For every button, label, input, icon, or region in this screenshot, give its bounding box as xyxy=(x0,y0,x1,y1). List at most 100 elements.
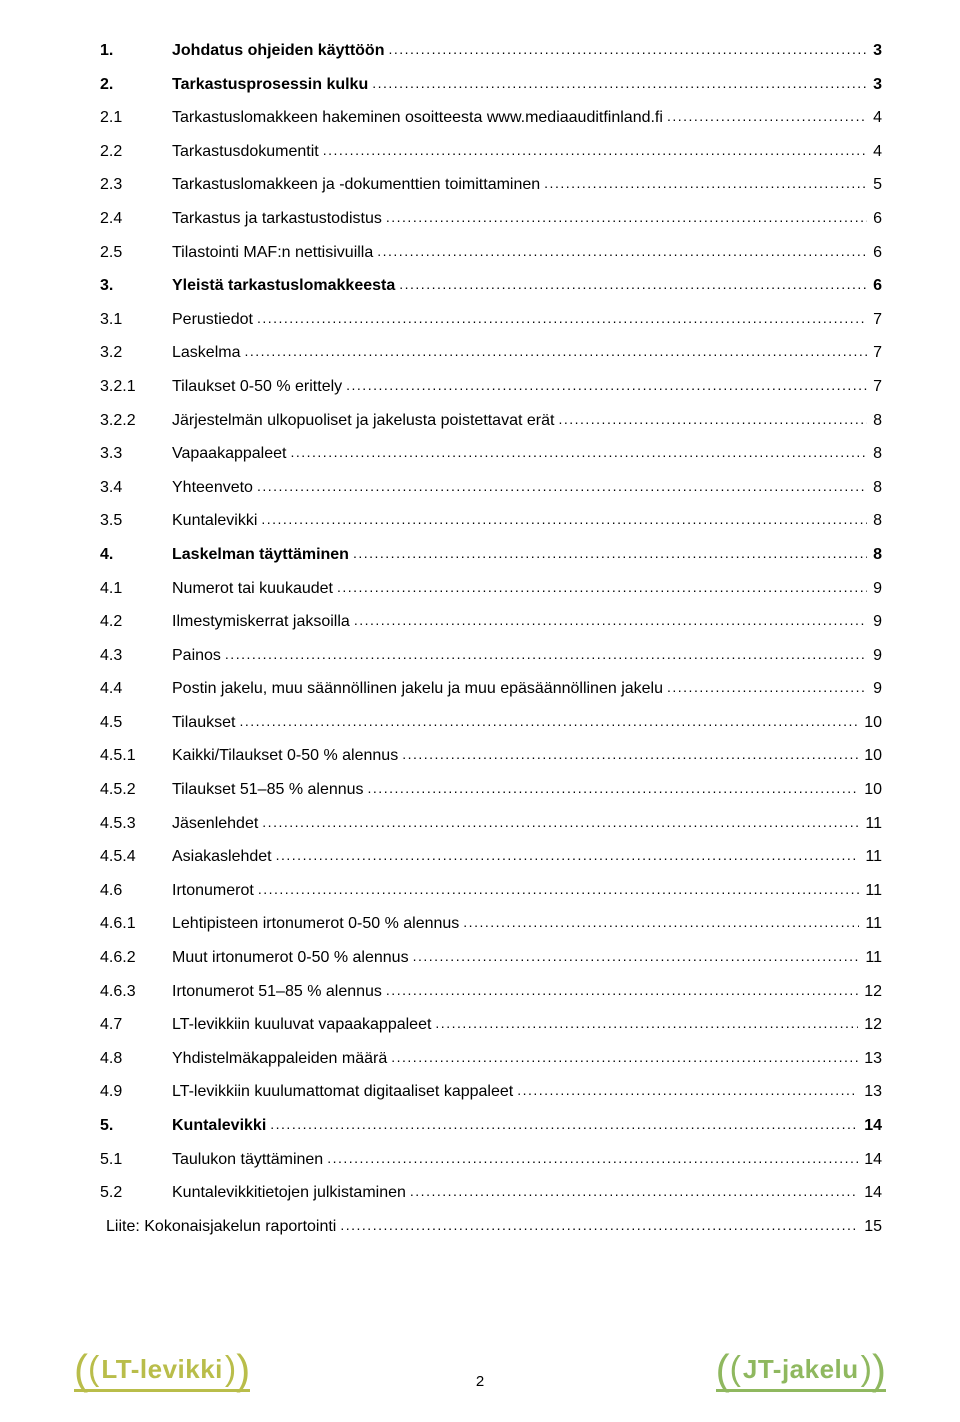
toc-page: 4 xyxy=(867,143,882,161)
toc-title: Kuntalevikki xyxy=(172,512,261,530)
toc-title: Painos xyxy=(172,647,225,665)
lt-levikki-logo: (( LT-levikki )) xyxy=(74,1354,250,1392)
toc-number: 3.5 xyxy=(100,512,172,530)
toc-page: 14 xyxy=(858,1184,882,1202)
toc-number: 4.9 xyxy=(100,1083,172,1101)
toc-number: 3.1 xyxy=(100,311,172,329)
toc-title: Asiakaslehdet xyxy=(172,848,276,866)
toc-leader-dots xyxy=(410,1184,858,1199)
toc-leader-dots xyxy=(337,580,867,595)
toc-title: Yleistä tarkastuslomakkeesta xyxy=(172,277,399,295)
toc-number: 2.2 xyxy=(100,143,172,161)
toc-row: 2.1Tarkastuslomakkeen hakeminen osoittee… xyxy=(100,109,882,127)
toc-row: 5.1Taulukon täyttäminen14 xyxy=(100,1151,882,1169)
toc-row: 2.4Tarkastus ja tarkastustodistus6 xyxy=(100,210,882,228)
toc-page: 10 xyxy=(858,714,882,732)
toc-number: 4.6.2 xyxy=(100,949,172,967)
toc-page: 8 xyxy=(867,546,882,564)
toc-row: 1.Johdatus ohjeiden käyttöön3 xyxy=(100,42,882,60)
toc-row: 5.Kuntalevikki14 xyxy=(100,1117,882,1135)
paren-icon: ) xyxy=(225,1358,236,1382)
toc-row: 4.6Irtonumerot11 xyxy=(100,882,882,900)
toc-leader-dots xyxy=(558,412,867,427)
toc-title: Tilaukset 51–85 % alennus xyxy=(172,781,368,799)
toc-leader-dots xyxy=(258,882,860,897)
toc-row: 2.5Tilastointi MAF:n nettisivuilla6 xyxy=(100,244,882,262)
toc-number: 1. xyxy=(100,42,172,60)
toc-number: 4.3 xyxy=(100,647,172,665)
toc-page: 7 xyxy=(867,344,882,362)
toc-row: 3.Yleistä tarkastuslomakkeesta6 xyxy=(100,277,882,295)
toc-leader-dots xyxy=(667,109,867,124)
toc-page: 11 xyxy=(859,882,882,900)
toc-title: Laskelma xyxy=(172,344,244,362)
paren-icon: ) xyxy=(236,1355,250,1384)
toc-leader-dots xyxy=(463,915,859,930)
toc-row: 4.6.2Muut irtonumerot 0-50 % alennus11 xyxy=(100,949,882,967)
toc-leader-dots xyxy=(413,949,860,964)
toc-leader-dots xyxy=(225,647,867,662)
toc-row: 3.3Vapaakappaleet8 xyxy=(100,445,882,463)
toc-title: Tarkastus ja tarkastustodistus xyxy=(172,210,386,228)
toc-row: 4.8Yhdistelmäkappaleiden määrä13 xyxy=(100,1050,882,1068)
toc-page: 12 xyxy=(858,983,882,1001)
toc-title: Kaikki/Tilaukset 0-50 % alennus xyxy=(172,747,402,765)
toc-number: 3.2.2 xyxy=(100,412,172,430)
toc-page: 9 xyxy=(867,647,882,665)
toc-row: 3.2.1Tilaukset 0-50 % erittely7 xyxy=(100,378,882,396)
toc-number: 4.5 xyxy=(100,714,172,732)
toc-leader-dots xyxy=(290,445,867,460)
paren-icon: ( xyxy=(74,1355,88,1384)
toc-page: 11 xyxy=(859,815,882,833)
toc-number: 2.5 xyxy=(100,244,172,262)
toc-page: 14 xyxy=(858,1151,882,1169)
toc-page: 8 xyxy=(867,479,882,497)
toc-leader-dots xyxy=(323,143,867,158)
toc-number: 4.1 xyxy=(100,580,172,598)
toc-title: Tilastointi MAF:n nettisivuilla xyxy=(172,244,377,262)
toc-title: Yhdistelmäkappaleiden määrä xyxy=(172,1050,391,1068)
toc-leader-dots xyxy=(257,311,867,326)
toc-row: 4.9LT-levikkiin kuulumattomat digitaalis… xyxy=(100,1083,882,1101)
toc-row: 4.3Painos 9 xyxy=(100,647,882,665)
toc-number: 4.5.1 xyxy=(100,747,172,765)
toc-leader-dots xyxy=(239,714,858,729)
toc-leader-dots xyxy=(386,210,867,225)
toc-row: 4.1Numerot tai kuukaudet9 xyxy=(100,580,882,598)
jt-jakelu-logo: (( JT-jakelu )) xyxy=(716,1354,886,1392)
toc-leader-dots xyxy=(388,42,867,57)
toc-title: Numerot tai kuukaudet xyxy=(172,580,337,598)
toc-row: 2.3Tarkastuslomakkeen ja -dokumenttien t… xyxy=(100,176,882,194)
toc-page: 12 xyxy=(858,1016,882,1034)
toc-title: Järjestelmän ulkopuoliset ja jakelusta p… xyxy=(172,412,558,430)
toc-row: 4.5Tilaukset10 xyxy=(100,714,882,732)
toc-page: 4 xyxy=(867,109,882,127)
toc-title: Jäsenlehdet xyxy=(172,815,262,833)
toc-row: 4.7LT-levikkiin kuuluvat vapaakappaleet1… xyxy=(100,1016,882,1034)
toc-number: 4.5.4 xyxy=(100,848,172,866)
toc-number: 4.7 xyxy=(100,1016,172,1034)
toc-leader-dots xyxy=(353,546,867,561)
toc-leader-dots xyxy=(346,378,867,393)
toc-page: 8 xyxy=(867,512,882,530)
toc-title: Tarkastuslomakkeen hakeminen osoitteesta… xyxy=(172,109,667,127)
toc-row: 3.5Kuntalevikki 8 xyxy=(100,512,882,530)
toc-leader-dots xyxy=(399,277,867,292)
toc-leader-dots xyxy=(327,1151,858,1166)
toc-number: 5.1 xyxy=(100,1151,172,1169)
toc-row: 3.1Perustiedot7 xyxy=(100,311,882,329)
toc-number: 4.6 xyxy=(100,882,172,900)
page-footer: (( LT-levikki )) 2 (( JT-jakelu )) xyxy=(0,1332,960,1392)
toc-number: 3.2 xyxy=(100,344,172,362)
toc-leader-dots xyxy=(391,1050,858,1065)
toc-number: 3.4 xyxy=(100,479,172,497)
toc-number: 2.1 xyxy=(100,109,172,127)
toc-page: 3 xyxy=(867,42,882,60)
toc-page: 13 xyxy=(858,1050,882,1068)
toc-number: 4.6.1 xyxy=(100,915,172,933)
toc-row: Liite: Kokonaisjakelun raportointi15 xyxy=(100,1218,882,1236)
page-number: 2 xyxy=(476,1373,484,1390)
paren-icon: ( xyxy=(730,1358,741,1382)
toc-number: 4.5.3 xyxy=(100,815,172,833)
toc-title: Liite: Kokonaisjakelun raportointi xyxy=(106,1218,340,1236)
